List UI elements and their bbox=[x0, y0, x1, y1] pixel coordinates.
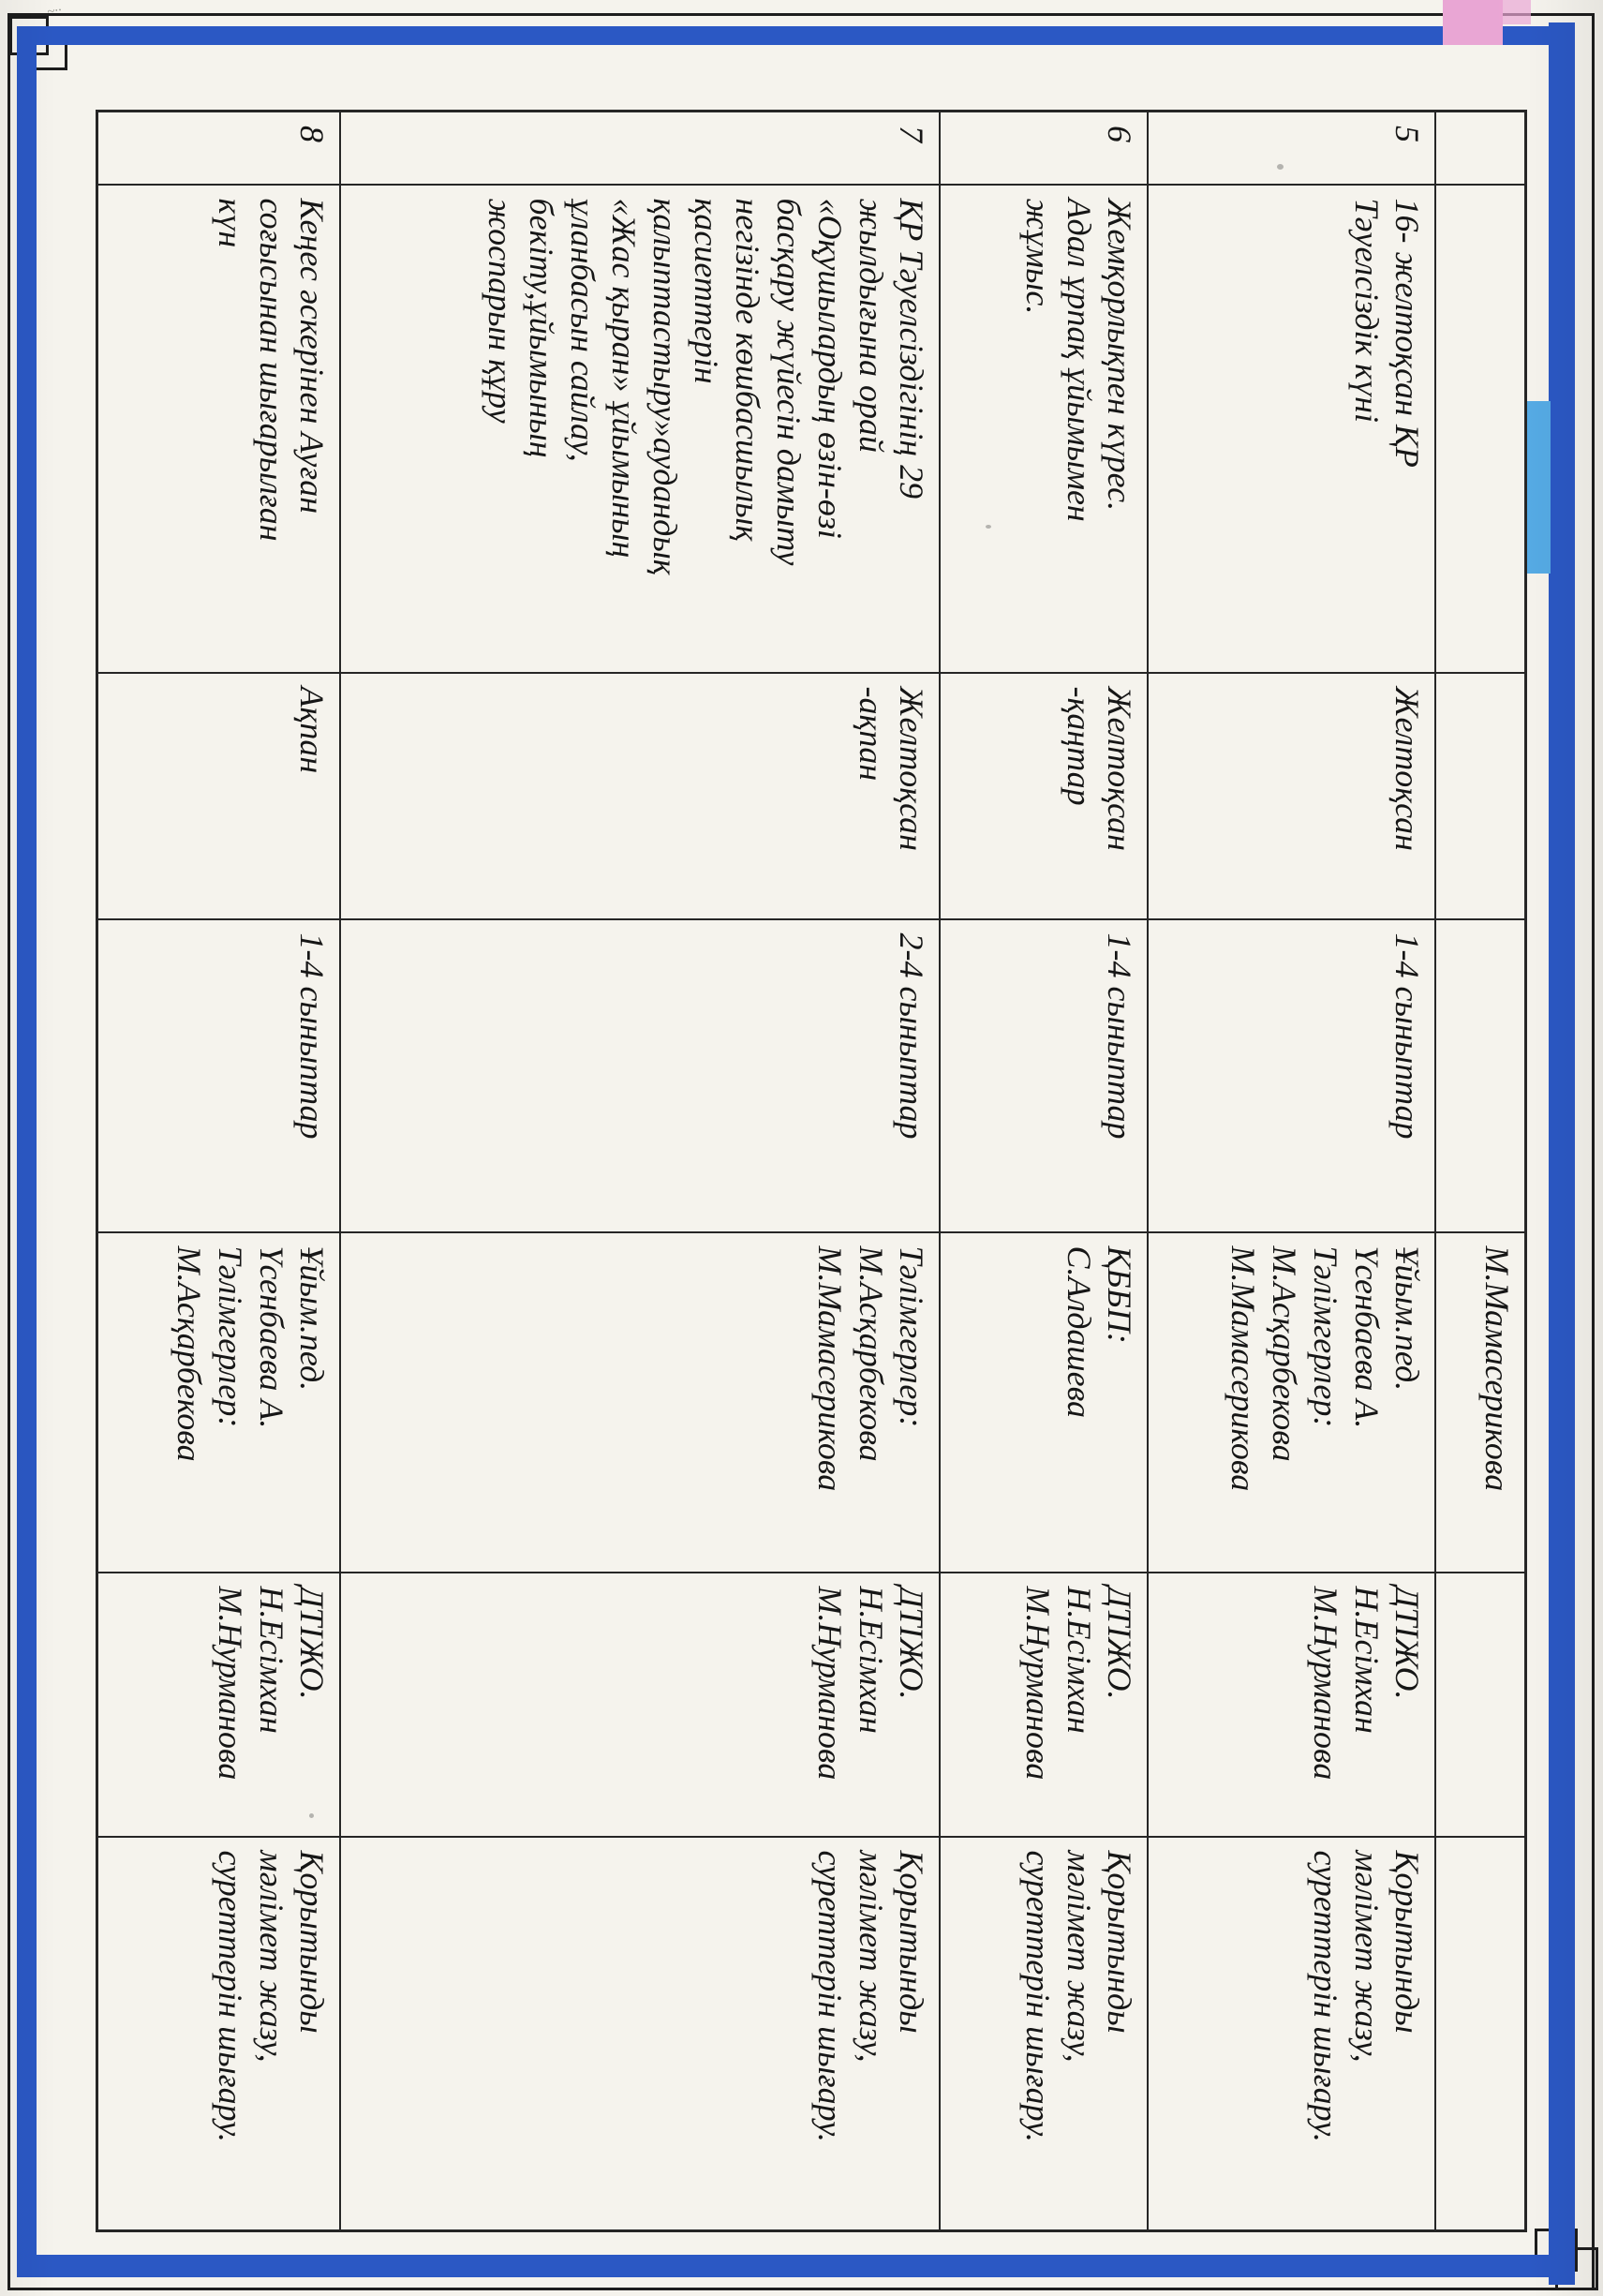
cell-event: 16- желтоқсан ҚР Тәуелсіздік күні bbox=[1148, 184, 1436, 673]
cell-event bbox=[1435, 184, 1526, 673]
cell-result: Қорытынды мәлімет жазу, суреттерін шығар… bbox=[1148, 1836, 1436, 2231]
light-blue-patch bbox=[1527, 401, 1551, 574]
plan-table: М.Мамасерикова 5 16- желтоқсан ҚР Тәуелс… bbox=[96, 110, 1527, 2232]
scan-speck bbox=[614, 237, 622, 242]
page-frame-blue-left bbox=[17, 26, 37, 2272]
cell-classes: 1-4 сыныптар bbox=[1148, 918, 1436, 1232]
page-frame-blue-top bbox=[17, 26, 1559, 45]
cell-result: Қорытынды мәлімет жазу, суреттерін шығар… bbox=[940, 1836, 1149, 2231]
cell-result: Қорытынды мәлімет жазу, суреттерін шығар… bbox=[96, 1836, 341, 2231]
cell-result bbox=[1435, 1836, 1526, 2231]
page-frame-thin bbox=[7, 13, 1595, 2290]
pink-accent-strip bbox=[1443, 0, 1503, 45]
scan-speck bbox=[309, 1813, 314, 1818]
pink-accent-strip-small bbox=[1499, 0, 1531, 24]
table-row-6: 6 Жемқорлықпен күрес. Адал ұрпақ ұйымыме… bbox=[940, 111, 1149, 2231]
cell-dtizho bbox=[1435, 1572, 1526, 1837]
table-row-8: 8 Кеңес әскерінен Ауған соғысынан шығары… bbox=[96, 111, 341, 2231]
table-row-partial: М.Мамасерикова bbox=[1435, 111, 1526, 2231]
cell-num: 7 bbox=[340, 111, 941, 185]
cell-responsible: М.Мамасерикова bbox=[1435, 1231, 1526, 1573]
cell-month: Желтоқсан -қаңтар bbox=[940, 672, 1149, 919]
table-row-7: 7 ҚР Тәуелсіздігінің 29 жылдығына орай «… bbox=[340, 111, 941, 2231]
table-row-5: 5 16- желтоқсан ҚР Тәуелсіздік күні Желт… bbox=[1148, 111, 1436, 2231]
page-frame-blue-bottom bbox=[17, 2255, 1575, 2277]
cell-month: Желтоқсан -ақпан bbox=[340, 672, 941, 919]
scan-speck bbox=[986, 525, 991, 529]
rotated-table-container: М.Мамасерикова 5 16- желтоқсан ҚР Тәуелс… bbox=[96, 110, 1527, 2232]
scan-speck bbox=[1277, 164, 1284, 170]
cell-num bbox=[1435, 111, 1526, 185]
cell-responsible: Тәлімгерлер: М.Асқарбекова М.Мамасериков… bbox=[340, 1231, 941, 1573]
cell-num: 5 bbox=[1148, 111, 1436, 185]
cell-classes bbox=[1435, 918, 1526, 1232]
cell-responsible: Ұйым.пед. Үсенбаева А. Тәлімгерлер: М.Ас… bbox=[1148, 1231, 1436, 1573]
cell-month: Ақпан bbox=[96, 672, 341, 919]
cell-num: 8 bbox=[96, 111, 341, 185]
cell-event: ҚР Тәуелсіздігінің 29 жылдығына орай «Оқ… bbox=[340, 184, 941, 673]
cell-classes: 1-4 сыныптар bbox=[96, 918, 341, 1232]
cell-classes: 1-4 сыныптар bbox=[940, 918, 1149, 1232]
cell-event: Кеңес әскерінен Ауған соғысынан шығарылғ… bbox=[96, 184, 341, 673]
cell-dtizho: ДТІЖО. Н.Есімхан М.Нурманова bbox=[96, 1572, 341, 1837]
cell-dtizho: ДТІЖО. Н.Есімхан М.Нурманова bbox=[1148, 1572, 1436, 1837]
cell-dtizho: ДТІЖО. Н.Есімхан М.Нурманова bbox=[340, 1572, 941, 1837]
cell-event: Жемқорлықпен күрес. Адал ұрпақ ұйымымен … bbox=[940, 184, 1149, 673]
cell-dtizho: ДТІЖО. Н.Есімхан М.Нурманова bbox=[940, 1572, 1149, 1837]
cell-responsible: Ұйым.пед. Үсенбаева А. Тәлімгерлер: М.Ас… bbox=[96, 1231, 341, 1573]
page-frame-blue-right bbox=[1549, 22, 1575, 2285]
cell-result: Қорытынды мәлімет жазу, суреттерін шығар… bbox=[340, 1836, 941, 2231]
cell-month bbox=[1435, 672, 1526, 919]
cell-classes: 2-4 сыныптар bbox=[340, 918, 941, 1232]
cell-responsible: ҚББП: С.Алдашева bbox=[940, 1231, 1149, 1573]
cell-month: Желтоқсан bbox=[1148, 672, 1436, 919]
cell-num: 6 bbox=[940, 111, 1149, 185]
